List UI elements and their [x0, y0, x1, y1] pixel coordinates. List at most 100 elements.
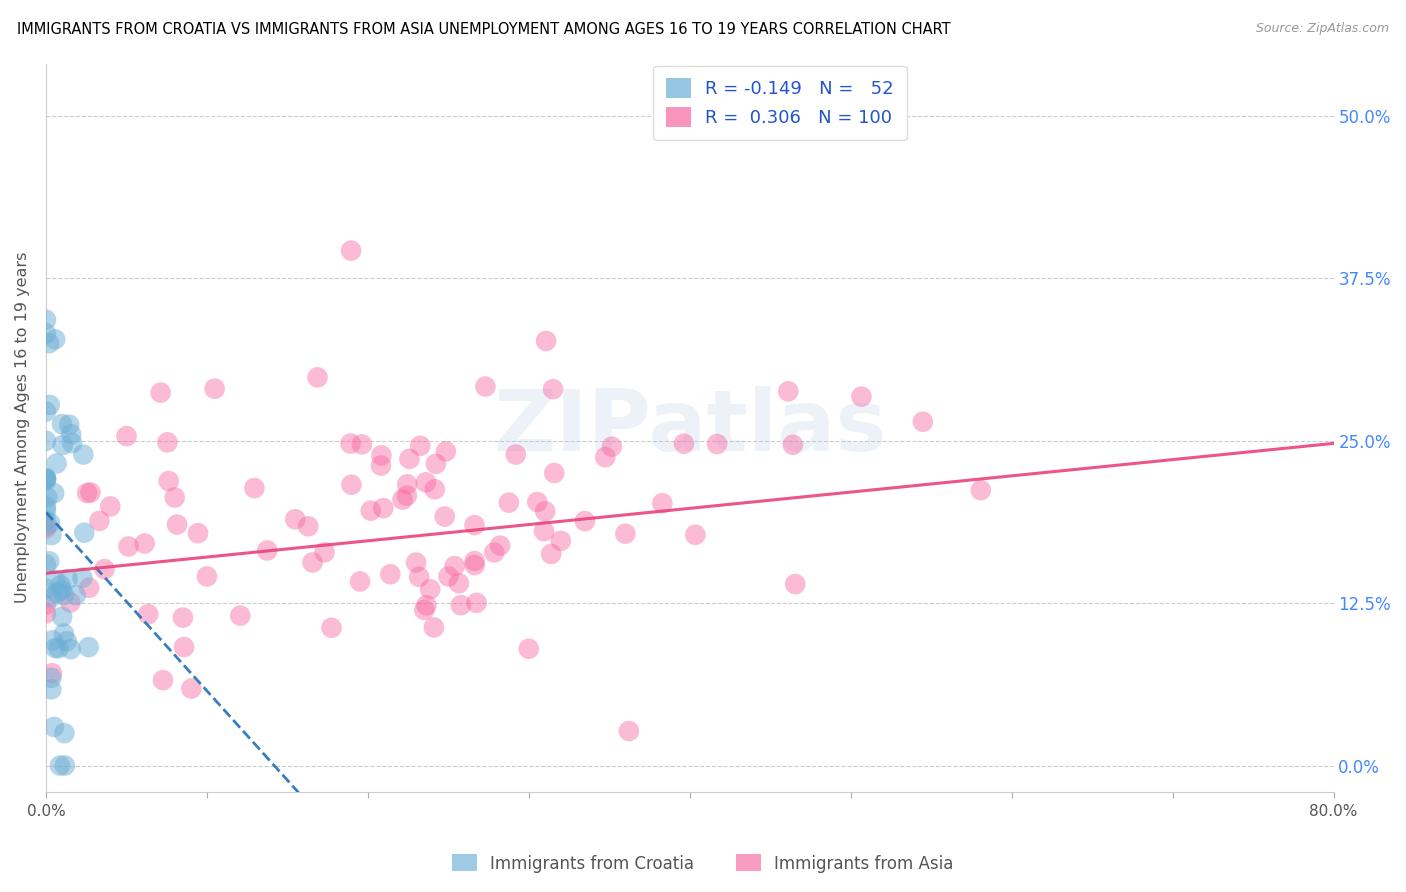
Point: [41, 671, 63, 685]
Point: [163, 491, 186, 505]
Point: [307, 370, 329, 384]
Point: [44, 332, 66, 346]
Point: [35, 326, 58, 341]
Point: [465, 596, 488, 610]
Point: [35, 607, 58, 621]
Point: [370, 449, 392, 463]
Point: [59, 642, 82, 657]
Point: [35, 582, 58, 596]
Point: [41, 666, 63, 681]
Point: [778, 384, 800, 399]
Point: [45, 457, 67, 471]
Point: [49, 578, 72, 592]
Point: [505, 448, 527, 462]
Point: [60, 427, 83, 442]
Text: ZIPatlas: ZIPatlas: [494, 386, 887, 469]
Point: [433, 509, 456, 524]
Point: [35, 514, 58, 528]
Point: [970, 483, 993, 497]
Point: [447, 576, 470, 591]
Y-axis label: Unemployment Among Ages 16 to 19 years: Unemployment Among Ages 16 to 19 years: [15, 252, 30, 604]
Point: [243, 481, 266, 495]
Point: [540, 547, 562, 561]
Point: [38, 336, 60, 351]
Point: [534, 334, 557, 348]
Point: [93, 562, 115, 576]
Point: [79, 485, 101, 500]
Point: [41, 528, 63, 542]
Point: [534, 504, 557, 518]
Point: [60, 436, 83, 450]
Point: [73, 525, 96, 540]
Point: [41, 682, 63, 697]
Point: [474, 379, 496, 393]
Point: [321, 621, 343, 635]
Point: [437, 569, 460, 583]
Point: [595, 450, 617, 464]
Text: Source: ZipAtlas.com: Source: ZipAtlas.com: [1256, 22, 1389, 36]
Point: [173, 640, 195, 654]
Point: [517, 641, 540, 656]
Point: [46, 586, 69, 600]
Point: [911, 415, 934, 429]
Point: [72, 571, 94, 585]
Point: [117, 540, 139, 554]
Point: [72, 448, 94, 462]
Point: [314, 545, 336, 559]
Point: [115, 429, 138, 443]
Point: [35, 521, 58, 535]
Point: [44, 573, 66, 587]
Point: [419, 582, 441, 597]
Point: [782, 438, 804, 452]
Point: [35, 598, 58, 612]
Point: [187, 526, 209, 541]
Point: [38, 398, 60, 412]
Point: [35, 313, 58, 327]
Point: [59, 595, 82, 609]
Point: [89, 514, 111, 528]
Point: [284, 512, 307, 526]
Point: [464, 554, 486, 568]
Point: [434, 444, 457, 458]
Point: [35, 434, 58, 448]
Point: [408, 570, 430, 584]
Point: [56, 572, 79, 586]
Point: [256, 543, 278, 558]
Point: [53, 758, 76, 772]
Legend: Immigrants from Croatia, Immigrants from Asia: Immigrants from Croatia, Immigrants from…: [446, 847, 960, 880]
Point: [52, 438, 75, 452]
Point: [489, 539, 512, 553]
Point: [48, 641, 70, 656]
Point: [785, 577, 807, 591]
Point: [651, 496, 673, 510]
Point: [152, 673, 174, 687]
Point: [464, 558, 486, 572]
Point: [35, 474, 58, 488]
Point: [35, 404, 58, 418]
Point: [136, 607, 159, 622]
Point: [35, 519, 58, 533]
Point: [204, 382, 226, 396]
Point: [425, 457, 447, 471]
Point: [685, 528, 707, 542]
Point: [396, 477, 419, 491]
Point: [533, 524, 555, 539]
Point: [39, 516, 62, 530]
Point: [614, 526, 637, 541]
Point: [53, 726, 76, 740]
Point: [229, 608, 252, 623]
Point: [413, 603, 436, 617]
Point: [398, 451, 420, 466]
Point: [166, 517, 188, 532]
Point: [706, 437, 728, 451]
Point: [297, 519, 319, 533]
Point: [77, 640, 100, 654]
Point: [391, 492, 413, 507]
Point: [526, 495, 548, 509]
Point: [41, 633, 63, 648]
Point: [76, 486, 98, 500]
Point: [301, 556, 323, 570]
Point: [51, 609, 73, 624]
Point: [195, 569, 218, 583]
Point: [39, 590, 62, 604]
